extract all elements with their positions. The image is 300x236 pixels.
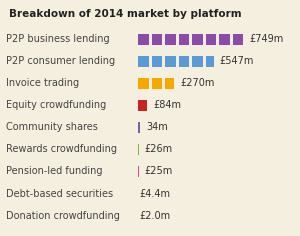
Text: £26m: £26m xyxy=(145,144,173,155)
FancyBboxPatch shape xyxy=(219,34,230,45)
Text: Invoice trading: Invoice trading xyxy=(6,78,79,88)
FancyBboxPatch shape xyxy=(206,34,216,45)
FancyBboxPatch shape xyxy=(192,56,203,67)
Text: Rewards crowdfunding: Rewards crowdfunding xyxy=(6,144,117,155)
Text: £270m: £270m xyxy=(180,78,214,88)
Text: £547m: £547m xyxy=(220,56,254,66)
FancyBboxPatch shape xyxy=(138,122,140,133)
FancyBboxPatch shape xyxy=(178,56,189,67)
FancyBboxPatch shape xyxy=(138,144,139,155)
FancyBboxPatch shape xyxy=(206,56,214,67)
Text: Debt-based securities: Debt-based securities xyxy=(6,189,113,198)
Text: Breakdown of 2014 market by platform: Breakdown of 2014 market by platform xyxy=(9,9,242,19)
Text: £2.0m: £2.0m xyxy=(140,211,171,221)
Text: 34m: 34m xyxy=(146,122,168,132)
FancyBboxPatch shape xyxy=(165,56,176,67)
Text: £4.4m: £4.4m xyxy=(140,189,170,198)
FancyBboxPatch shape xyxy=(152,56,162,67)
FancyBboxPatch shape xyxy=(152,34,162,45)
FancyBboxPatch shape xyxy=(192,34,203,45)
FancyBboxPatch shape xyxy=(178,34,189,45)
Text: Equity crowdfunding: Equity crowdfunding xyxy=(6,100,106,110)
Text: Community shares: Community shares xyxy=(6,122,98,132)
FancyBboxPatch shape xyxy=(138,166,139,177)
Text: Donation crowdfunding: Donation crowdfunding xyxy=(6,211,120,221)
FancyBboxPatch shape xyxy=(152,78,162,89)
Text: £84m: £84m xyxy=(153,100,181,110)
FancyBboxPatch shape xyxy=(138,78,149,89)
FancyBboxPatch shape xyxy=(165,34,176,45)
Text: P2P business lending: P2P business lending xyxy=(6,34,109,44)
Text: £749m: £749m xyxy=(249,34,283,44)
FancyBboxPatch shape xyxy=(138,34,149,45)
FancyBboxPatch shape xyxy=(138,56,149,67)
FancyBboxPatch shape xyxy=(232,34,243,45)
FancyBboxPatch shape xyxy=(138,100,147,111)
Text: £25m: £25m xyxy=(145,166,173,177)
Text: Pension-led funding: Pension-led funding xyxy=(6,166,103,177)
FancyBboxPatch shape xyxy=(165,78,174,89)
Text: P2P consumer lending: P2P consumer lending xyxy=(6,56,115,66)
